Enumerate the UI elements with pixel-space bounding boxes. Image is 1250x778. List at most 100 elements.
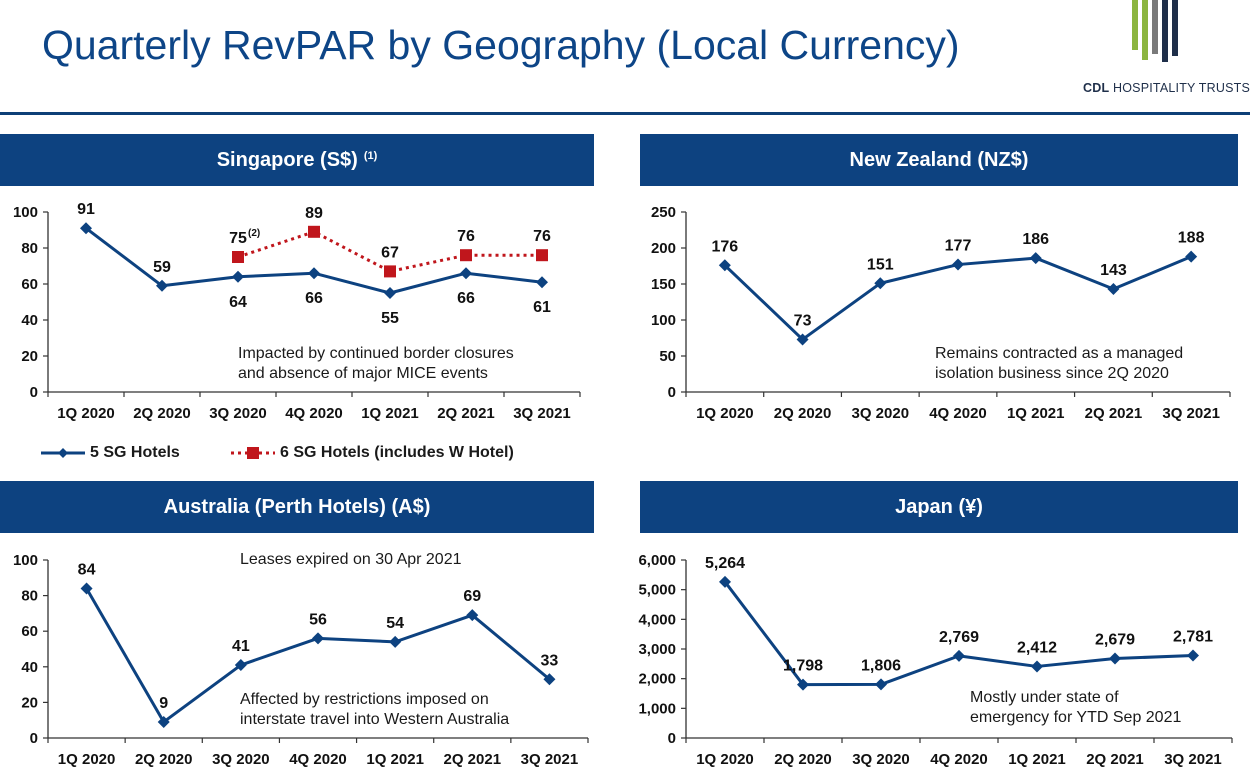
x-tick-label: 2Q 2020 [133,405,191,422]
x-tick-label: 1Q 2021 [361,405,419,422]
x-tick-label: 3Q 2020 [212,751,270,768]
data-point-marker [460,267,472,280]
data-point-marker [308,225,320,238]
banner-australia-title: Australia (Perth Hotels) (A$) [163,495,431,518]
x-tick-label: 1Q 2020 [58,751,116,768]
chart-japan: 0 1,000 2,000 3,000 4,000 5,000 6,000 1Q 2020 2Q… [638,552,1233,768]
y-tick-label: 100 [651,312,676,329]
data-point-marker [384,265,396,278]
data-point-marker [460,249,472,262]
x-tick-label: 1Q 2021 [366,751,424,768]
y-tick-label: 2,000 [638,671,676,688]
x-tick-label: 3Q 2020 [209,405,267,422]
note-newzealand: Remains contracted as a managed isolatio… [935,344,1183,384]
data-label: 41 [232,638,250,655]
data-point-marker [952,258,964,271]
y-tick-label: 0 [668,730,676,747]
data-label: 84 [78,561,96,578]
series-line [237,230,542,273]
x-tick-label: 3Q 2021 [513,405,571,422]
banner-singapore: Singapore (S$) (1) [0,134,594,186]
note-singapore-line1: Impacted by continued border closures [238,345,514,362]
data-point-marker [308,267,320,280]
data-label: 54 [386,615,404,632]
y-tick-label: 40 [21,659,38,676]
x-tick-label: 4Q 2020 [930,751,988,768]
note-australia: Affected by restrictions imposed on inte… [240,690,509,730]
legend-swatch-solid-icon [41,448,85,458]
data-label: 67 [381,244,399,261]
data-label: 151 [867,256,894,273]
y-tick-label: 3,000 [638,641,676,658]
data-point-marker [234,659,247,672]
data-label: 76 [533,228,551,245]
y-tick-label: 250 [651,204,676,221]
legend-item-5-sg-hotels: 5 SG Hotels [40,441,180,465]
banner-japan: Japan (¥) [640,481,1238,533]
y-tick-label: 6,000 [638,552,676,569]
logo-bar [1172,0,1178,56]
data-label: 186 [1022,231,1049,248]
data-point-marker [1029,252,1042,265]
y-tick-label: 0 [668,384,676,401]
y-tick-label: 100 [13,204,38,221]
data-point-marker [718,259,731,272]
logo-bar [1152,0,1158,54]
x-tick-label: 2Q 2020 [774,405,832,422]
data-label: 59 [153,259,171,276]
legend-label-series1: 5 SG Hotels [90,444,180,461]
data-label: 177 [945,238,972,255]
x-tick-label: 2Q 2021 [444,751,502,768]
chart-singapore: 0 20 40 60 80 100 1Q 2020 2Q 2020 3Q 2020 4Q 2020… [13,201,581,422]
legend-label-series2: 6 SG Hotels (includes W Hotel) [280,444,514,461]
data-label: 143 [1100,262,1127,279]
y-tick-label: 0 [30,730,38,747]
data-label: 176 [712,238,739,255]
y-tick-label: 5,000 [638,582,676,599]
y-tick-label: 50 [659,348,676,365]
y-tick-label: 60 [21,623,38,640]
y-tick-label: 4,000 [638,611,676,628]
x-tick-label: 1Q 2020 [696,405,754,422]
data-label: 89 [305,205,323,222]
y-tick-label: 40 [21,312,38,329]
data-point-marker [1109,652,1121,665]
data-label: 1,806 [861,657,901,674]
data-label: 66 [457,290,475,307]
x-tick-label: 1Q 2021 [1007,405,1065,422]
legend-item-6-sg-hotels: 6 SG Hotels (includes W Hotel) [230,441,514,465]
data-label: 188 [1178,230,1205,247]
note-newzealand-line1: Remains contracted as a managed [935,345,1184,362]
data-point-marker [80,582,93,595]
banner-singapore-title: Singapore (S$) [216,148,358,171]
data-point-marker [156,279,168,292]
y-tick-label: 1,000 [638,700,676,717]
legend-swatch-dotted-icon [231,447,275,459]
x-tick-label: 2Q 2020 [774,751,832,768]
banner-australia: Australia (Perth Hotels) (A$) [0,481,594,533]
data-point-marker [796,333,809,346]
data-label: 61 [533,299,551,316]
data-point-marker [875,678,887,691]
data-point-marker [874,277,887,290]
y-tick-label: 200 [651,240,676,257]
note-australia-line1: Affected by restrictions imposed on [240,691,489,708]
y-tick-label: 80 [21,240,38,257]
note-japan: Mostly under state of emergency for YTD … [970,688,1181,728]
data-point-marker [536,276,548,289]
x-tick-label: 2Q 2021 [1086,751,1144,768]
data-label: 1,798 [783,658,823,675]
y-tick-label: 20 [21,694,38,711]
data-point-marker [1031,660,1043,673]
data-point-marker [719,575,731,588]
data-label: 75 [229,230,247,247]
logo-bar [1162,0,1168,62]
logo-text-rest: HOSPITALITY TRUSTS [1113,81,1250,95]
data-label: 33 [541,652,559,669]
data-point-marker [389,635,402,648]
x-tick-label: 1Q 2020 [57,405,115,422]
banner-japan-title: Japan (¥) [895,495,983,518]
data-label: 2,769 [939,629,979,646]
data-label: 66 [305,290,323,307]
y-tick-label: 0 [30,384,38,401]
